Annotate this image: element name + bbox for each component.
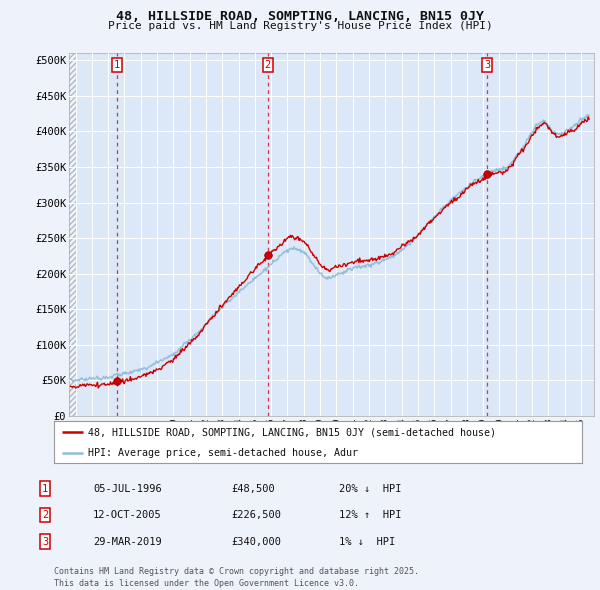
Text: 2: 2 <box>42 510 48 520</box>
Text: 48, HILLSIDE ROAD, SOMPTING, LANCING, BN15 0JY (semi-detached house): 48, HILLSIDE ROAD, SOMPTING, LANCING, BN… <box>88 427 496 437</box>
Text: 20% ↓  HPI: 20% ↓ HPI <box>339 484 401 493</box>
Text: £48,500: £48,500 <box>231 484 275 493</box>
Text: 1% ↓  HPI: 1% ↓ HPI <box>339 537 395 546</box>
Text: £340,000: £340,000 <box>231 537 281 546</box>
Text: 12% ↑  HPI: 12% ↑ HPI <box>339 510 401 520</box>
Text: 3: 3 <box>484 60 490 70</box>
Text: 48, HILLSIDE ROAD, SOMPTING, LANCING, BN15 0JY: 48, HILLSIDE ROAD, SOMPTING, LANCING, BN… <box>116 10 484 23</box>
Bar <box>69 53 76 416</box>
Text: 05-JUL-1996: 05-JUL-1996 <box>93 484 162 493</box>
Text: HPI: Average price, semi-detached house, Adur: HPI: Average price, semi-detached house,… <box>88 448 358 457</box>
Text: 1: 1 <box>42 484 48 493</box>
Text: 29-MAR-2019: 29-MAR-2019 <box>93 537 162 546</box>
Text: 3: 3 <box>42 537 48 546</box>
Text: £226,500: £226,500 <box>231 510 281 520</box>
Text: 12-OCT-2005: 12-OCT-2005 <box>93 510 162 520</box>
Text: 2: 2 <box>265 60 271 70</box>
Text: Contains HM Land Registry data © Crown copyright and database right 2025.
This d: Contains HM Land Registry data © Crown c… <box>54 568 419 588</box>
Text: 1: 1 <box>113 60 120 70</box>
Text: Price paid vs. HM Land Registry's House Price Index (HPI): Price paid vs. HM Land Registry's House … <box>107 21 493 31</box>
